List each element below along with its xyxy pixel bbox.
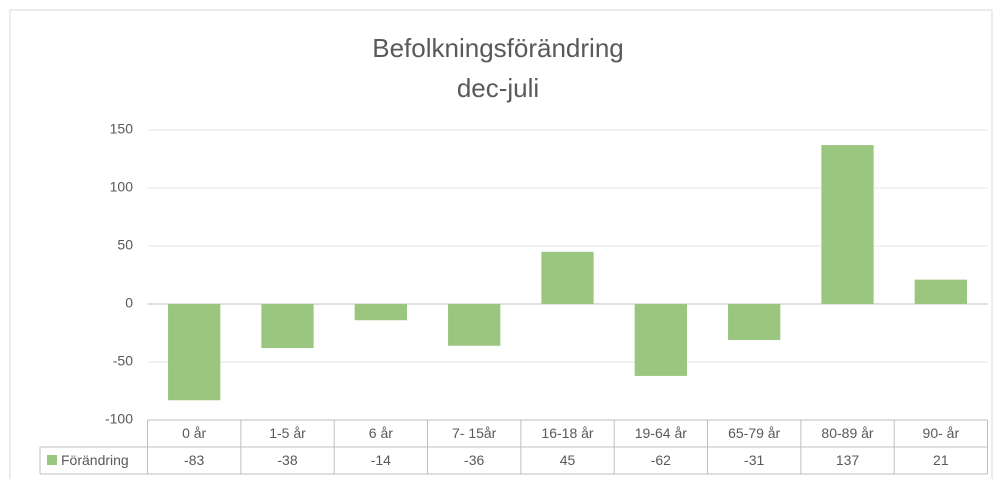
- bar: [261, 304, 314, 349]
- bar: [728, 304, 781, 340]
- y-tick-label: 50: [117, 237, 133, 253]
- bar: [914, 279, 967, 304]
- bar: [821, 145, 874, 304]
- bar: [634, 304, 687, 376]
- chart-title: Befolkningsförändring: [372, 33, 624, 63]
- x-tick-label: 90- år: [923, 425, 960, 441]
- x-tick-label: 6 år: [369, 425, 393, 441]
- x-tick-label: 80-89 år: [821, 425, 873, 441]
- table-value: -62: [651, 452, 671, 468]
- table-value: -83: [184, 452, 204, 468]
- x-tick-label: 0 år: [182, 425, 206, 441]
- table-value: 45: [560, 452, 576, 468]
- x-tick-label: 65-79 år: [728, 425, 780, 441]
- bar: [541, 251, 594, 304]
- table-value: -31: [744, 452, 764, 468]
- x-tick-label: 16-18 år: [541, 425, 593, 441]
- x-tick-label: 7- 15år: [452, 425, 497, 441]
- table-value: 21: [933, 452, 949, 468]
- bar: [354, 304, 407, 321]
- y-tick-label: 100: [110, 179, 134, 195]
- y-tick-label: -50: [113, 353, 133, 369]
- table-value: -38: [277, 452, 297, 468]
- legend-key: [47, 455, 57, 465]
- x-tick-label: 1-5 år: [269, 425, 306, 441]
- table-value: -14: [371, 452, 391, 468]
- bar: [168, 304, 221, 401]
- table-value: -36: [464, 452, 484, 468]
- chart-subtitle: dec-juli: [457, 73, 539, 103]
- legend-label: Förändring: [61, 452, 129, 468]
- bar: [448, 304, 501, 346]
- table-value: 137: [836, 452, 860, 468]
- y-tick-label: 0: [125, 295, 133, 311]
- x-tick-label: 19-64 år: [635, 425, 687, 441]
- y-tick-label: 150: [110, 121, 134, 137]
- y-tick-label: -100: [105, 411, 133, 427]
